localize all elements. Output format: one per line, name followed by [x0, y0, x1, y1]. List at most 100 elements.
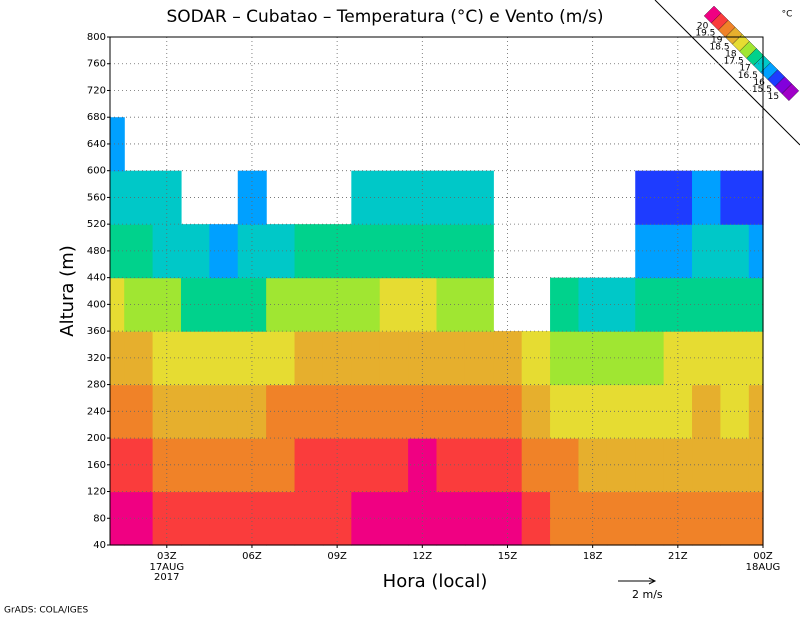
- contour-cell: [493, 384, 523, 439]
- contour-cell: [351, 224, 381, 279]
- contour-cell: [748, 331, 764, 386]
- contour-cell: [606, 438, 636, 493]
- x-tick-label: 06Z: [242, 551, 262, 562]
- colorbar-label: 15.5: [752, 85, 772, 95]
- contour-cell: [110, 384, 125, 439]
- contour-cell: [748, 491, 764, 546]
- contour-cell: [152, 277, 182, 332]
- y-tick-label: 200: [87, 433, 106, 444]
- contour-cell: [464, 384, 494, 439]
- y-tick-label: 560: [87, 192, 106, 203]
- y-tick-label: 800: [87, 32, 106, 43]
- date-label: 18AUG: [746, 562, 781, 573]
- contour-cell: [322, 331, 352, 386]
- y-tick-label: 640: [87, 139, 106, 150]
- contour-cell: [635, 438, 665, 493]
- contour-cell: [635, 277, 665, 332]
- contour-cell: [464, 331, 494, 386]
- contour-cell: [748, 277, 764, 332]
- y-tick-label: 480: [87, 246, 106, 257]
- colorbar-label: 17.5: [724, 57, 744, 67]
- colorbar-label: 16: [753, 78, 765, 88]
- y-tick-label: 600: [87, 166, 106, 177]
- contour-cell: [635, 170, 665, 225]
- contour-cell: [351, 277, 381, 332]
- contour-cell: [180, 331, 210, 386]
- contour-cell: [180, 438, 210, 493]
- contour-cell: [351, 384, 381, 439]
- wind-scale-head: [648, 577, 657, 585]
- contour-cell: [152, 491, 182, 546]
- contour-cell: [635, 491, 665, 546]
- x-tick-label: 03Z: [157, 551, 177, 562]
- colorbar-label: 16.5: [738, 71, 758, 81]
- contour-cell: [748, 384, 764, 439]
- x-tick-label: 18Z: [583, 551, 603, 562]
- y-tick-label: 360: [87, 326, 106, 337]
- contour-cell: [152, 384, 182, 439]
- contour-cell: [606, 384, 636, 439]
- contour-cell: [180, 384, 210, 439]
- colorbar-label: 20: [697, 21, 709, 31]
- x-tick-label: 12Z: [413, 551, 433, 562]
- contour-cell: [110, 117, 125, 172]
- colorbar-label: 18: [725, 50, 737, 60]
- y-tick-label: 160: [87, 460, 106, 471]
- y-tick-label: 320: [87, 353, 106, 364]
- colorbar-unit: °C: [782, 10, 793, 20]
- contour-cell: [351, 491, 381, 546]
- y-tick-label: 40: [93, 540, 106, 551]
- plot-frame: [109, 36, 764, 546]
- plot-area: [110, 117, 764, 546]
- date-label: 17AUG: [149, 562, 184, 573]
- contour-cell: [322, 224, 352, 279]
- y-axis-label: Altura (m): [57, 245, 78, 337]
- contour-cell: [110, 277, 125, 332]
- contour-cell: [180, 277, 210, 332]
- contour-cell: [351, 331, 381, 386]
- colorbar-swatch: [703, 5, 722, 24]
- x-tick-label: 09Z: [327, 551, 347, 562]
- contour-cell: [464, 170, 494, 225]
- y-tick-label: 720: [87, 85, 106, 96]
- contour-cell: [748, 438, 764, 493]
- colorbar-label: 19.5: [695, 28, 715, 38]
- contour-cell: [464, 277, 494, 332]
- contour-cell: [180, 224, 210, 279]
- x-tick-label: 21Z: [668, 551, 688, 562]
- contour-cell: [464, 491, 494, 546]
- contour-cell: [635, 331, 665, 386]
- y-tick-label: 440: [87, 273, 106, 284]
- contour-cell: [464, 224, 494, 279]
- wind-scale-label: 2 m/s: [632, 588, 663, 601]
- contour-cell: [748, 170, 764, 225]
- contour-cell: [152, 224, 182, 279]
- x-axis-label: Hora (local): [383, 571, 488, 592]
- contour-cell: [110, 438, 125, 493]
- contour-cell: [635, 384, 665, 439]
- y-tick-label: 240: [87, 406, 106, 417]
- contour-cell: [110, 491, 125, 546]
- footer: GrADS: COLA/IGES: [4, 606, 88, 616]
- contour-cell: [606, 491, 636, 546]
- contour-cell: [322, 277, 352, 332]
- contour-cell: [606, 277, 636, 332]
- y-tick-label: 400: [87, 299, 106, 310]
- chart-title: SODAR – Cubatao – Temperatura (°C) e Ven…: [166, 7, 603, 27]
- contour-cell: [351, 438, 381, 493]
- contour-cell: [606, 331, 636, 386]
- y-tick-label: 80: [93, 513, 106, 524]
- contour-cell: [110, 170, 125, 225]
- colorbar-label: 19: [711, 35, 723, 45]
- contour-cell: [110, 331, 125, 386]
- y-tick-label: 280: [87, 380, 106, 391]
- contour-cell: [110, 224, 125, 279]
- x-tick-label: 15Z: [498, 551, 518, 562]
- colorbar-edge: [654, 0, 800, 146]
- colorbar-label: 18.5: [710, 43, 730, 53]
- contour-cell: [464, 438, 494, 493]
- contour-cell: [748, 224, 764, 279]
